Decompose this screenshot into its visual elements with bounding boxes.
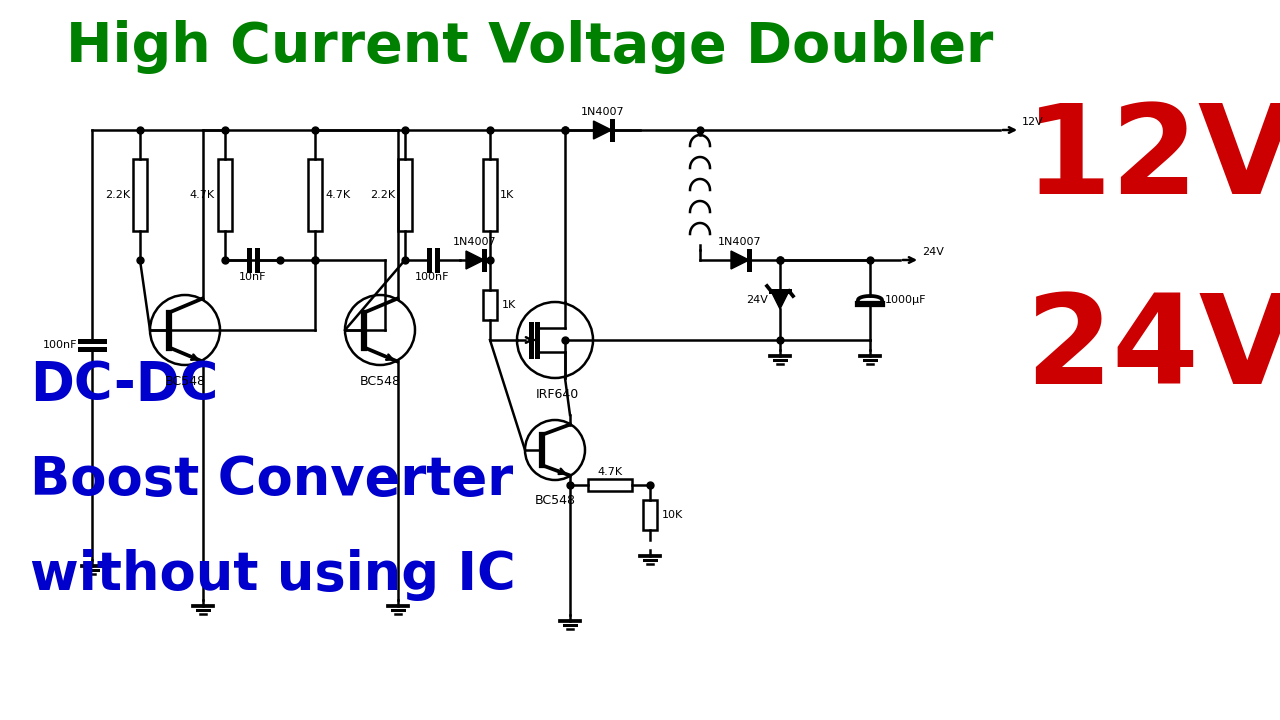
Text: 24V: 24V bbox=[746, 295, 768, 305]
Text: 12V: 12V bbox=[1021, 117, 1043, 127]
Polygon shape bbox=[594, 121, 612, 139]
Polygon shape bbox=[771, 291, 788, 309]
Bar bbox=[643, 500, 657, 530]
Text: 4.7K: 4.7K bbox=[598, 467, 622, 477]
Text: High Current Voltage Doubler: High Current Voltage Doubler bbox=[67, 20, 993, 74]
Bar bbox=[308, 159, 323, 230]
Polygon shape bbox=[466, 251, 484, 269]
Bar bbox=[398, 159, 412, 230]
Text: 24V: 24V bbox=[922, 247, 943, 257]
Text: 1K: 1K bbox=[500, 190, 515, 200]
Text: 24V: 24V bbox=[1025, 289, 1280, 410]
Text: 1N4007: 1N4007 bbox=[718, 237, 762, 247]
Bar bbox=[133, 159, 147, 230]
Text: Boost Converter: Boost Converter bbox=[29, 454, 513, 506]
Text: IRF640: IRF640 bbox=[535, 388, 579, 401]
Text: BC548: BC548 bbox=[165, 375, 206, 388]
Text: 1N4007: 1N4007 bbox=[453, 237, 497, 247]
Text: 2.2K: 2.2K bbox=[105, 190, 131, 200]
Text: BC548: BC548 bbox=[360, 375, 401, 388]
Text: 100nF: 100nF bbox=[415, 272, 449, 282]
Text: 10K: 10K bbox=[662, 510, 684, 520]
Bar bbox=[588, 479, 632, 491]
Polygon shape bbox=[731, 251, 749, 269]
Text: 100nF: 100nF bbox=[42, 340, 77, 350]
Bar bbox=[483, 159, 497, 230]
Text: 12V: 12V bbox=[1024, 99, 1280, 220]
Text: BC548: BC548 bbox=[535, 494, 576, 507]
Text: 1000μF: 1000μF bbox=[884, 295, 927, 305]
Bar bbox=[483, 290, 497, 320]
Text: DC-DC: DC-DC bbox=[29, 359, 219, 411]
Text: 4.7K: 4.7K bbox=[325, 190, 351, 200]
Text: 4.7K: 4.7K bbox=[189, 190, 215, 200]
Bar bbox=[218, 159, 232, 230]
Text: without using IC: without using IC bbox=[29, 549, 516, 601]
Text: 1K: 1K bbox=[502, 300, 516, 310]
Text: 2.2K: 2.2K bbox=[370, 190, 396, 200]
Text: 10nF: 10nF bbox=[239, 272, 266, 282]
Text: 1N4007: 1N4007 bbox=[581, 107, 625, 117]
